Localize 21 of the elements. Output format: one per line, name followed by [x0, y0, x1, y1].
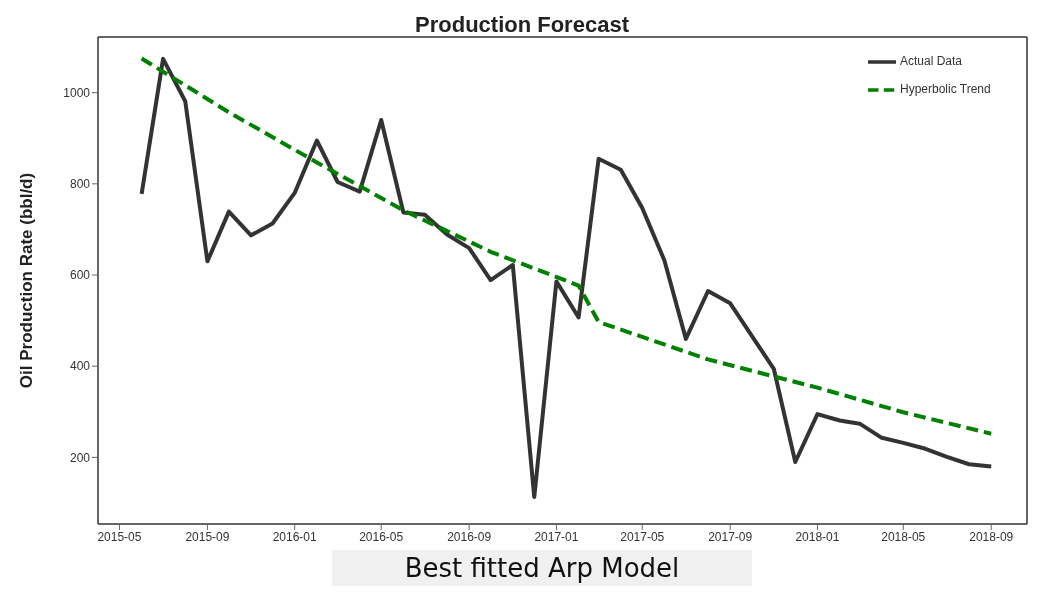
x-tick-label: 2016-01: [272, 529, 318, 544]
x-tick-label: 2017-09: [708, 529, 753, 544]
y-tick-label: 800: [69, 177, 91, 192]
y-tick-label: 200: [69, 450, 91, 465]
x-tick-label: 2015-05: [97, 529, 142, 544]
x-tick-label: 2016-05: [359, 529, 404, 544]
text: Best fitted Arp Model: [332, 550, 752, 586]
x-tick-label: 2017-01: [534, 529, 579, 544]
y-axis-title: Oil Production Rate (bbl/d): [17, 172, 37, 389]
chart-title: Production Forecast: [414, 12, 630, 38]
legend-label: Actual Data: [900, 54, 963, 69]
y-tick-label: 600: [69, 268, 91, 283]
x-tick-label: 2015-09: [185, 529, 230, 544]
x-tick-label: 2018-09: [969, 529, 1014, 544]
x-tick-label: 2016-09: [447, 529, 492, 544]
legend-label: Hyperbolic Trend: [900, 82, 991, 97]
x-tick-label: 2017-05: [620, 529, 665, 544]
y-tick-label: 1000: [63, 85, 91, 100]
x-tick-label: 2018-05: [881, 529, 926, 544]
y-tick-label: 400: [69, 359, 91, 374]
x-tick-label: 2018-01: [795, 529, 840, 544]
